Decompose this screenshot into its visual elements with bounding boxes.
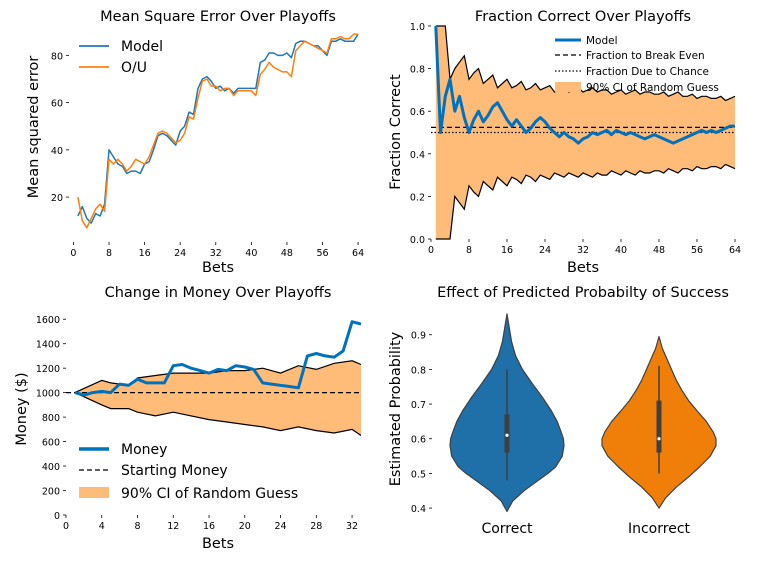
y-tick-label: 200 [42,487,60,498]
y-tick-label: 0.8 [411,365,426,376]
x-tick-label: 32 [210,248,222,259]
legend-label: Fraction to Break Even [586,50,705,62]
y-tick-label: 600 [42,438,60,449]
y-tick-label: 0.7 [411,400,426,411]
x-tick-label: 32 [346,521,358,532]
y-tick-label: 1600 [36,315,60,326]
chart-title: Change in Money Over Playoffs [105,285,332,301]
chart-title: Effect of Predicted Probabilty of Succes… [437,285,729,301]
x-tick-label: 48 [653,245,665,256]
x-tick-label: 40 [245,248,257,259]
money-plot-area: 0 4 8 12 16 20 24 28 32 0 200 400 600 800 1000 1200 1400… [36,315,362,532]
panel-mse: Mean Square Error Over Playoffs 0 8 16 24 32… [26,9,364,276]
x-tick-label: 8 [106,248,112,259]
x-axis-label: Bets [202,260,234,276]
y-tick-label: 1000 [36,389,60,400]
x-tick-label: 16 [139,248,151,259]
legend-label: Fraction Due to Chance [586,66,709,78]
ci-lower-line [435,163,736,240]
series-line-o-u [77,33,359,229]
y-tick-label: 0.5 [411,469,426,480]
x-tick-label: 56 [691,245,703,256]
y-tick-label: 1.0 [410,22,425,33]
x-axis-label: Bets [202,536,234,552]
x-tick-label: 56 [316,248,328,259]
legend-swatch [79,487,109,498]
panel-money: Change in Money Over Playoffs 0 4 8 12 16 20 2… [14,285,362,552]
y-axis-label: Money ($) [14,372,30,445]
y-tick-label: 0.2 [410,192,425,203]
chart-title: Fraction Correct Over Playoffs [475,9,691,25]
x-tick-label: 8 [466,245,472,256]
y-tick-label: 80 [51,51,63,62]
x-tick-label: 16 [203,521,215,532]
x-tick-label: 12 [167,521,179,532]
x-tick-label: 0 [428,245,434,256]
series-line-model [77,33,359,224]
x-tick-label: 32 [577,245,589,256]
y-tick-label: 0.8 [410,65,425,76]
legend-label: Money [121,442,167,458]
ci-lower-line [74,392,362,436]
y-tick-label: 1400 [36,340,60,351]
x-tick-label: 24 [539,245,551,256]
legend-label: O/U [121,60,147,76]
y-tick-label: 1200 [36,364,60,375]
chart-title: Mean Square Error Over Playoffs [100,9,336,25]
y-tick-label: 40 [51,146,63,157]
x-tick-label: 24 [174,248,186,259]
x-tick-label: 0 [70,248,76,259]
x-tick-label: 40 [615,245,627,256]
y-tick-label: 60 [51,99,63,110]
y-tick-label: 0.4 [410,150,425,161]
ci-upper-line [435,25,736,102]
series-line-money [74,320,362,397]
x-tick-label: 0 [63,521,69,532]
y-tick-label: 0 [54,511,60,522]
legend-swatch [555,82,581,92]
y-tick-label: 0.9 [411,331,426,342]
x-tick-label: Incorrect [628,521,691,537]
y-tick-label: 0.6 [411,435,426,446]
y-tick-label: 0.4 [411,504,426,515]
x-tick-label: 8 [134,521,140,532]
y-tick-label: 800 [42,413,60,424]
legend-label: 90% CI of Random Guess [586,82,719,94]
iqr-box [656,400,662,453]
x-tick-label: 4 [99,521,105,532]
ci-band [74,360,362,436]
legend-label: Model [586,35,618,47]
x-tick-label: Correct [481,521,533,537]
panel-fraction-correct: Fraction Correct Over Playoffs 0 8 16 24 32 4… [388,9,741,276]
x-axis-label: Bets [567,260,599,276]
x-tick-label: 24 [274,521,286,532]
y-axis-label: Mean squared error [26,56,42,198]
x-tick-label: 48 [281,248,293,259]
y-tick-label: 20 [51,193,63,204]
x-tick-label: 64 [352,248,364,259]
y-tick-label: 0.6 [410,107,425,118]
median-dot [505,433,509,437]
median-dot [657,437,661,441]
y-axis-label: Fraction Correct [388,74,404,190]
x-tick-label: 16 [501,245,513,256]
iqr-box [504,414,510,453]
x-tick-label: 64 [729,245,741,256]
legend-label: 90% CI of Random Guess [121,486,298,502]
mse-plot-area: 0 8 16 24 32 40 48 56 64 20 40 60 80 Model O/U [51,33,364,259]
legend-label: Model [121,39,163,55]
y-axis-label: Estimated Probability [388,331,404,486]
x-tick-label: 20 [239,521,251,532]
fraction-plot-area: 0 8 16 24 32 40 48 56 64 0.0 0.2 0.4 0.6 0.8 1.0 Model F… [410,22,741,256]
series-line-model [434,25,735,145]
violin-plot-area: 0.4 0.5 0.6 0.7 0.8 0.9 Correct Incorrect [411,313,717,537]
legend-label: Starting Money [121,463,228,479]
panel-violin: Effect of Predicted Probabilty of Succes… [388,285,729,537]
y-tick-label: 0.0 [410,235,425,246]
y-tick-label: 400 [42,462,60,473]
x-tick-label: 28 [310,521,322,532]
